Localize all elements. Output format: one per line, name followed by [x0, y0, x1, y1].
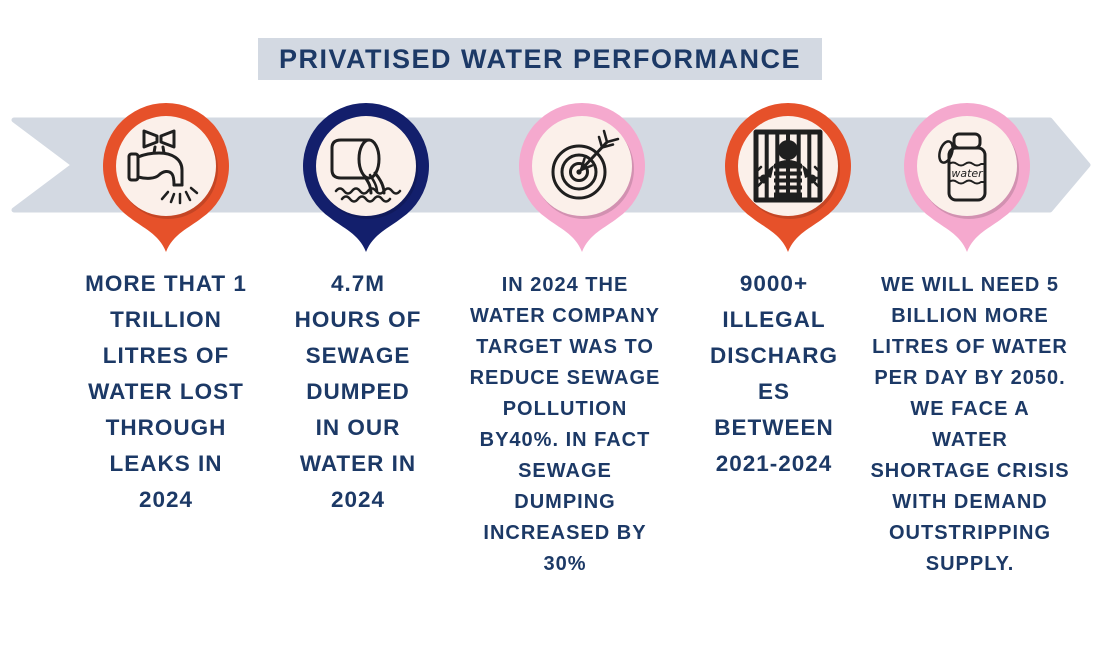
milestone-caption-illegal-discharges: 9000+ ILLEGAL DISCHARG ES BETWEEN 2021-2…: [709, 271, 838, 476]
prisoner-icon: [753, 129, 823, 203]
milestone-pin-sewage-hours: [303, 103, 429, 252]
milestone-pin-illegal-discharges: [725, 103, 851, 252]
milestone-pin-water-shortage: water: [904, 103, 1030, 252]
milestone-pin-water-leaks: [103, 103, 230, 252]
milestone-caption-water-leaks: MORE THAT 1 TRILLION LITRES OF WATER LOS…: [85, 271, 247, 512]
milestone-caption-sewage-hours: 4.7M HOURS OF SEWAGE DUMPED IN OUR WATER…: [294, 271, 422, 512]
pin-inner-circle: [917, 116, 1017, 216]
pin-inner-circle: [116, 116, 216, 216]
water-bottle-label: water: [951, 167, 984, 180]
sewage-pipe-icon: [330, 138, 402, 203]
milestone-caption-missed-target: IN 2024 THE WATER COMPANY TARGET WAS TO …: [469, 274, 661, 575]
target-icon: [551, 129, 620, 200]
milestone-pin-missed-target: [519, 103, 645, 252]
milestone-caption-water-shortage: WE WILL NEED 5 BILLION MORE LITRES OF WA…: [870, 274, 1070, 575]
page-title: PRIVATISED WATER PERFORMANCE: [258, 38, 822, 80]
water-bottle-icon: water: [938, 132, 987, 202]
tap-icon: [127, 129, 199, 205]
